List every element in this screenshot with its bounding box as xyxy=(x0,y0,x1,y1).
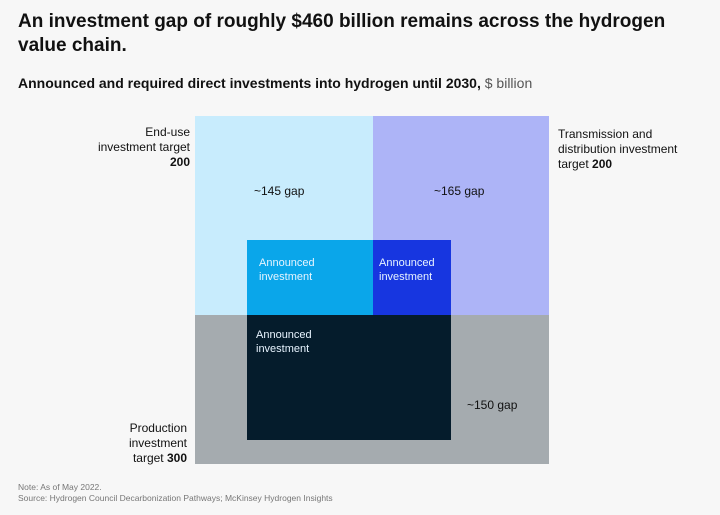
transmission-announced-block xyxy=(373,240,451,315)
transmission-side-value: 200 xyxy=(592,157,613,171)
production-side-text: Production investment target xyxy=(128,421,187,465)
transmission-side-text: Transmission and distribution investment… xyxy=(558,127,678,171)
production-announced-label: Announced investment xyxy=(256,329,312,355)
source-text: Source: Hydrogen Council Decarbonization… xyxy=(18,493,333,503)
enduse-side-label: End-use investment target 200 xyxy=(95,125,190,170)
enduse-side-value: 200 xyxy=(169,155,190,169)
enduse-announced-block xyxy=(247,240,373,315)
subtitle-text: Announced and required direct investment… xyxy=(18,75,481,91)
footnote: Note: As of May 2022. Source: Hydrogen C… xyxy=(18,482,333,504)
production-announced-block xyxy=(247,315,451,440)
production-side-value: 300 xyxy=(166,451,187,465)
transmission-side-label: Transmission and distribution investment… xyxy=(558,127,708,172)
transmission-announced-label: Announced investment xyxy=(379,257,435,283)
enduse-side-text: End-use investment target xyxy=(97,125,190,154)
transmission-gap-label: ~165 gap xyxy=(434,184,485,198)
note-text: Note: As of May 2022. xyxy=(18,482,102,492)
production-gap-label: ~150 gap xyxy=(467,398,518,412)
production-side-label: Production investment target 300 xyxy=(95,421,187,466)
chart-title: An investment gap of roughly $460 billio… xyxy=(18,11,666,56)
enduse-announced-label: Announced investment xyxy=(259,257,315,283)
chart-subtitle: Announced and required direct investment… xyxy=(18,74,708,92)
subtitle-unit: $ billion xyxy=(484,75,533,91)
enduse-gap-label: ~145 gap xyxy=(254,184,305,198)
